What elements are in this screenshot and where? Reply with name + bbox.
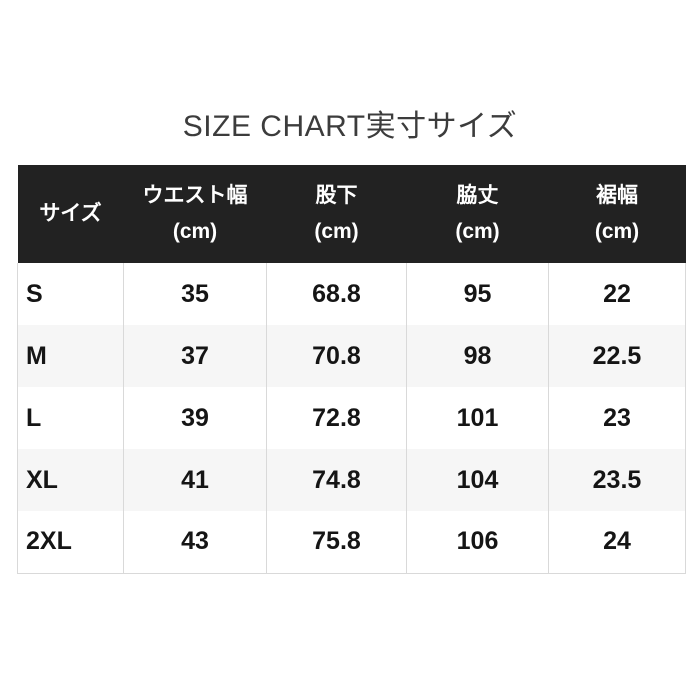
table-row-xl: XL 41 74.8 104 23.5 (17, 449, 686, 511)
measurement-cell: 41 (123, 449, 267, 511)
measurement-cell: 104 (406, 449, 549, 511)
size-label-cell: M (17, 325, 124, 387)
measurement-cell: 39 (123, 387, 267, 449)
measurement-cell: 22.5 (548, 325, 686, 387)
measurement-cell: 37 (123, 325, 267, 387)
table-row-l: L 39 72.8 101 23 (17, 387, 686, 449)
measurement-cell: 22 (548, 263, 686, 325)
column-header-label: 脇丈 (456, 184, 499, 207)
column-header-label: 裾幅 (596, 184, 638, 207)
table-row-m: M 37 70.8 98 22.5 (17, 325, 686, 387)
measurement-cell: 68.8 (266, 263, 407, 325)
size-chart-table: サイズ ウエスト幅 (cm) 股下 (cm) 脇丈 (cm) 裾幅 (cm (17, 165, 686, 574)
measurement-cell: 23.5 (548, 449, 686, 511)
column-header-unit: (cm) (314, 220, 359, 243)
measurement-cell: 35 (123, 263, 267, 325)
column-header-hem-width: 裾幅 (cm) (548, 165, 686, 263)
table-row-s: S 35 68.8 95 22 (17, 263, 686, 325)
size-chart-container: サイズ ウエスト幅 (cm) 股下 (cm) 脇丈 (cm) 裾幅 (cm (17, 165, 686, 574)
column-header-label: 股下 (315, 184, 358, 207)
column-header-unit: (cm) (172, 220, 218, 243)
column-header-size: サイズ (17, 165, 124, 263)
measurement-cell: 43 (123, 511, 267, 574)
column-header-unit: (cm) (594, 220, 640, 243)
measurement-cell: 23 (548, 387, 686, 449)
size-label-cell: L (17, 387, 124, 449)
table-header: サイズ ウエスト幅 (cm) 股下 (cm) 脇丈 (cm) 裾幅 (cm (17, 165, 686, 263)
column-header-waist: ウエスト幅 (cm) (123, 165, 267, 263)
measurement-cell: 106 (406, 511, 549, 574)
page-title: SIZE CHART実寸サイズ (182, 110, 518, 143)
column-header-label: サイズ (39, 202, 102, 225)
size-label-cell: XL (17, 449, 124, 511)
measurement-cell: 24 (548, 511, 686, 574)
column-header-inseam: 股下 (cm) (266, 165, 407, 263)
measurement-cell: 98 (406, 325, 549, 387)
header-row: サイズ ウエスト幅 (cm) 股下 (cm) 脇丈 (cm) 裾幅 (cm (17, 165, 686, 263)
measurement-cell: 74.8 (266, 449, 407, 511)
measurement-cell: 101 (406, 387, 549, 449)
size-label-cell: S (17, 263, 124, 325)
table-body: S 35 68.8 95 22 M 37 70.8 98 22.5 L 39 7… (17, 263, 686, 574)
measurement-cell: 95 (406, 263, 549, 325)
table-row-2xl: 2XL 43 75.8 106 24 (17, 511, 686, 574)
column-header-label: ウエスト幅 (142, 184, 248, 207)
size-label-cell: 2XL (17, 511, 124, 574)
column-header-side-length: 脇丈 (cm) (406, 165, 549, 263)
measurement-cell: 75.8 (266, 511, 407, 574)
measurement-cell: 70.8 (266, 325, 407, 387)
measurement-cell: 72.8 (266, 387, 407, 449)
column-header-unit: (cm) (455, 220, 500, 243)
